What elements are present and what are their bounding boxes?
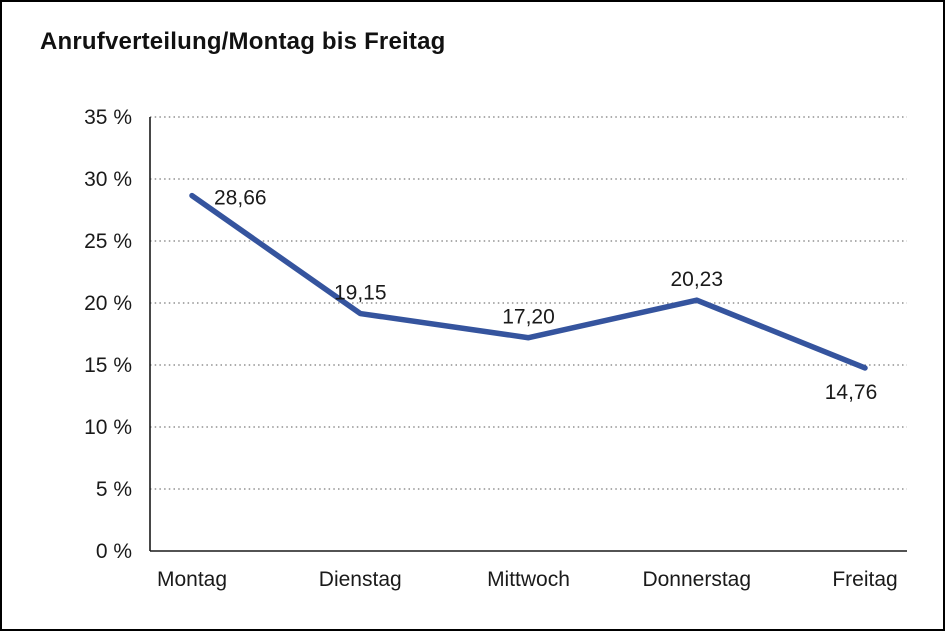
y-tick-label: 30 % (84, 168, 132, 191)
y-tick-label: 35 % (84, 106, 132, 129)
data-label: 17,20 (502, 306, 555, 329)
y-tick-label: 20 % (84, 292, 132, 315)
y-tick-label: 15 % (84, 354, 132, 377)
data-label: 20,23 (670, 268, 723, 291)
data-label: 19,15 (334, 282, 387, 305)
x-tick-label: Freitag (832, 568, 897, 591)
y-tick-label: 0 % (96, 540, 132, 563)
x-tick-label: Montag (157, 568, 227, 591)
y-tick-label: 5 % (96, 478, 132, 501)
data-label: 14,76 (825, 381, 878, 404)
data-label: 28,66 (214, 187, 267, 210)
x-tick-label: Donnerstag (642, 568, 751, 591)
series-line (189, 192, 868, 371)
y-tick-label: 10 % (84, 416, 132, 439)
y-tick-label: 25 % (84, 230, 132, 253)
x-tick-label: Mittwoch (487, 568, 570, 591)
x-tick-label: Dienstag (319, 568, 402, 591)
chart-title: Anrufverteilung/Montag bis Freitag (40, 28, 446, 55)
